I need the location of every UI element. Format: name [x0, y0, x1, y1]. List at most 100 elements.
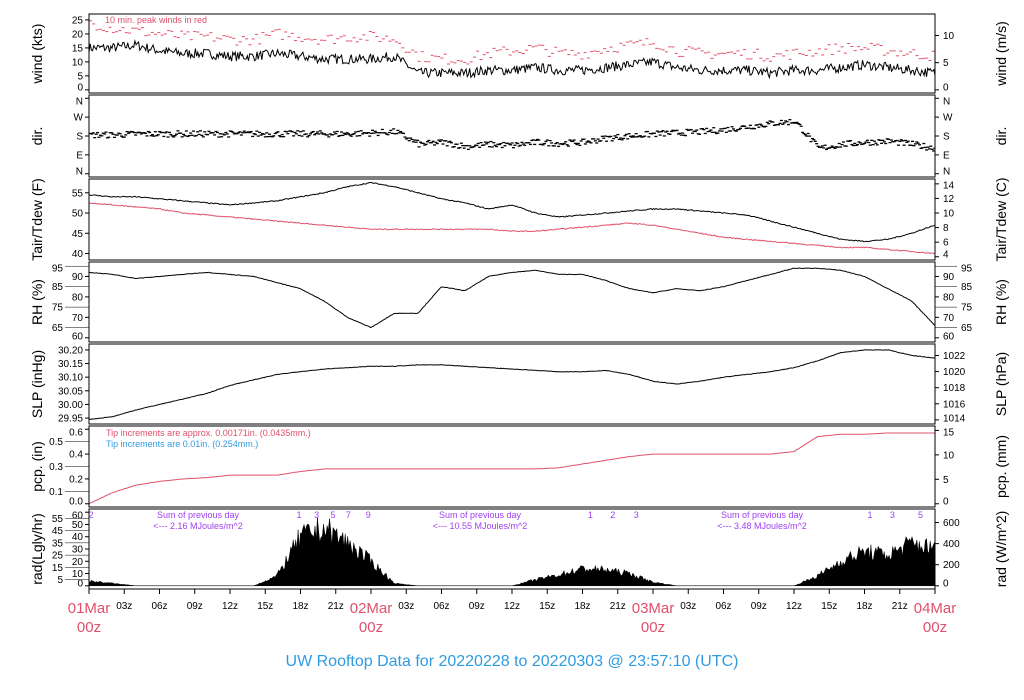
- x-day-sub-label: 00z: [641, 619, 665, 636]
- y-tick-label: 30.05: [58, 386, 83, 397]
- right-y-tick-label: 10: [943, 450, 955, 461]
- x-day-sub-label: 00z: [359, 619, 383, 636]
- y-axis-label: pcp. (in): [29, 441, 45, 492]
- right-y-axis-label: SLP (hPa): [993, 352, 1009, 416]
- right-y-tick-label: 80: [943, 292, 955, 303]
- y-tick-label: 55: [72, 188, 84, 199]
- hour-mark: 5: [331, 510, 336, 520]
- y-tick-label: 50: [72, 209, 84, 220]
- x-day-label: 01Mar: [68, 600, 111, 617]
- right-y-tick-label: 15: [943, 428, 955, 439]
- y-tick-label: 30.20: [58, 346, 83, 357]
- x-tick-label: 18z: [292, 601, 308, 612]
- y-tick-label: 0.2: [69, 474, 83, 485]
- y-tick-label: 0.6: [69, 428, 83, 439]
- temp-Tdew-line: [89, 202, 935, 255]
- dir-data: [89, 119, 935, 152]
- y-tick-label: 5: [77, 71, 83, 82]
- y-tick-label: 30.10: [58, 373, 83, 384]
- y-tick-label: 50: [72, 520, 84, 531]
- slp-frame: [88, 343, 936, 425]
- rh-data: [89, 267, 935, 329]
- y-tick-label: S: [76, 132, 83, 143]
- chart-title: UW Rooftop Data for 20220228 to 20220303…: [286, 653, 739, 670]
- y-tick-label: N: [76, 97, 83, 108]
- wind-frame: [88, 13, 936, 94]
- y-tick-label: 15: [52, 563, 64, 574]
- y-tick-label: 25: [72, 16, 84, 27]
- x-tick-label: 12z: [222, 601, 238, 612]
- right-y-tick-label: N: [943, 97, 950, 108]
- right-y-tick-label: 1020: [943, 367, 966, 378]
- y-tick-label: 30: [72, 545, 84, 556]
- y-tick-label: 95: [52, 264, 64, 275]
- right-y-tick-label: 4: [943, 250, 949, 261]
- rh-frame: [88, 261, 936, 343]
- right-y-tick-label: 75: [961, 303, 973, 314]
- radiation-area: [89, 517, 935, 587]
- right-y-tick-label: 0: [943, 497, 949, 508]
- x-day-label: 02Mar: [350, 600, 393, 617]
- right-y-axis-label: pcp. (mm): [993, 435, 1009, 498]
- y-axis-label: wind (kts): [29, 24, 45, 85]
- right-y-tick-label: 90: [943, 272, 955, 283]
- hour-mark: 1: [296, 510, 301, 520]
- right-y-tick-label: 0: [943, 579, 949, 590]
- y-tick-label: 0: [77, 83, 83, 94]
- y-tick-label: 60: [72, 511, 84, 522]
- x-tick-label: 09z: [187, 601, 203, 612]
- hour-mark: 1: [588, 510, 593, 520]
- right-y-tick-label: 0: [943, 83, 949, 94]
- x-tick-label: 06z: [151, 601, 167, 612]
- y-tick-label: 10: [72, 569, 84, 580]
- right-y-tick-label: 14: [943, 181, 955, 192]
- right-y-axis-label: Tair/Tdew (C): [993, 177, 1009, 261]
- right-y-tick-label: 400: [943, 539, 960, 550]
- x-tick-label: 15z: [821, 601, 837, 612]
- right-y-tick-label: W: [943, 113, 953, 124]
- hour-mark: 3: [890, 510, 895, 520]
- y-tick-label: 30.00: [58, 400, 83, 411]
- y-tick-label: 45: [72, 229, 84, 240]
- x-tick-label: 21z: [892, 601, 908, 612]
- x-tick-label: 06z: [433, 601, 449, 612]
- y-axis-label: rad(Lgly/hr): [29, 513, 45, 585]
- daily-sum-value: <--- 2.16 MJoules/m^2: [153, 521, 243, 531]
- right-y-axis-label: wind (m/s): [993, 21, 1009, 87]
- y-axis-label: RH (%): [29, 279, 45, 325]
- x-tick-label: 03z: [116, 601, 132, 612]
- y-tick-label: 40: [72, 249, 84, 260]
- x-axis: 01Mar 00z 03z 06z 09z 12z 15z 18z 21z 02Mar 00z 03z…: [68, 589, 957, 636]
- wind-data: [89, 20, 935, 80]
- y-tick-label: W: [74, 113, 84, 124]
- x-tick-label: 18z: [574, 601, 590, 612]
- y-axis-label: Tair/Tdew (F): [29, 178, 45, 260]
- right-y-tick-label: 70: [943, 313, 955, 324]
- y-tick-label: N: [76, 167, 83, 178]
- x-tick-label: 18z: [856, 601, 872, 612]
- x-day-label: 04Mar: [914, 600, 957, 617]
- right-y-tick-label: 10: [943, 209, 955, 220]
- hour-mark: 2: [88, 510, 93, 520]
- tip-note: Tip increments are 0.01in. (0.254mm.): [106, 439, 258, 449]
- temp-Tair-line: [89, 182, 935, 243]
- x-tick-label: 09z: [469, 601, 485, 612]
- x-tick-label: 15z: [539, 601, 555, 612]
- wind-wind-line: [89, 39, 935, 80]
- y-tick-label: 75: [52, 303, 64, 314]
- x-tick-label: 12z: [504, 601, 520, 612]
- x-tick-label: 03z: [680, 601, 696, 612]
- right-y-tick-label: 85: [961, 282, 973, 293]
- right-y-tick-label: 6: [943, 238, 949, 249]
- y-tick-label: 15: [72, 43, 84, 54]
- y-tick-label: 40: [72, 532, 84, 543]
- temp-frame: [88, 178, 936, 261]
- y-tick-label: 0.3: [49, 462, 63, 473]
- panel-slp: 29.95 30.00 30.05 30.10 30.15 30.20 1014 1016 10…: [29, 343, 1009, 425]
- right-y-tick-label: 600: [943, 518, 960, 529]
- hour-mark: 5: [918, 510, 923, 520]
- hour-mark: 3: [314, 510, 319, 520]
- x-tick-label: 21z: [328, 601, 344, 612]
